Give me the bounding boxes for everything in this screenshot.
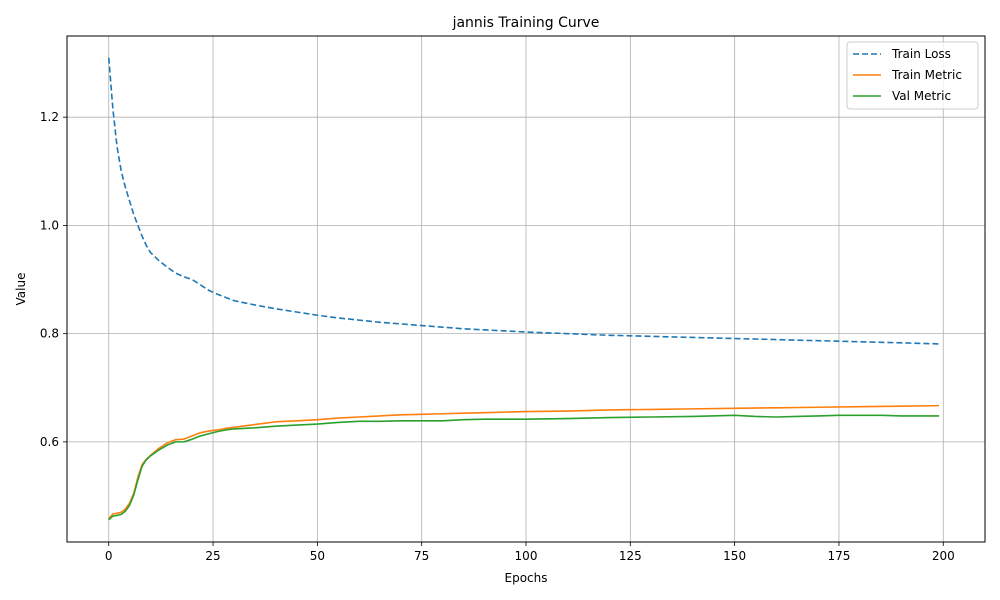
y-tick-label: 1.2 [40,110,59,124]
chart-title: jannis Training Curve [452,15,600,31]
x-tick-label: 0 [105,549,113,563]
y-axis-ticks: 0.6 0.8 1.0 1.2 [40,110,67,449]
x-tick-label: 150 [723,549,746,563]
x-tick-label: 175 [828,549,851,563]
x-tick-label: 200 [932,549,955,563]
x-tick-label: 125 [619,549,642,563]
series-line-train-metric [108,404,940,520]
grid-lines [67,36,985,542]
y-axis-title: Value [14,273,28,306]
x-axis-ticks: 0 25 50 75 100 125 150 175 200 [105,542,955,563]
legend: Train Loss Train Metric Val Metric [846,41,979,110]
x-tick-label: 50 [310,549,325,563]
series-line-train-loss [107,57,940,345]
x-axis-title: Epochs [505,571,548,585]
legend-label: Val Metric [892,89,951,103]
y-tick-label: 1.0 [40,218,59,232]
legend-box [846,41,979,110]
x-tick-label: 25 [205,549,220,563]
x-tick-label: 75 [414,549,429,563]
y-tick-label: 0.8 [40,327,59,341]
x-tick-label: 100 [515,549,538,563]
series-line-val-metric [108,414,940,521]
y-tick-label: 0.6 [40,435,59,449]
legend-label: Train Metric [891,68,962,82]
series-lines [107,57,940,521]
legend-label: Train Loss [891,47,951,61]
